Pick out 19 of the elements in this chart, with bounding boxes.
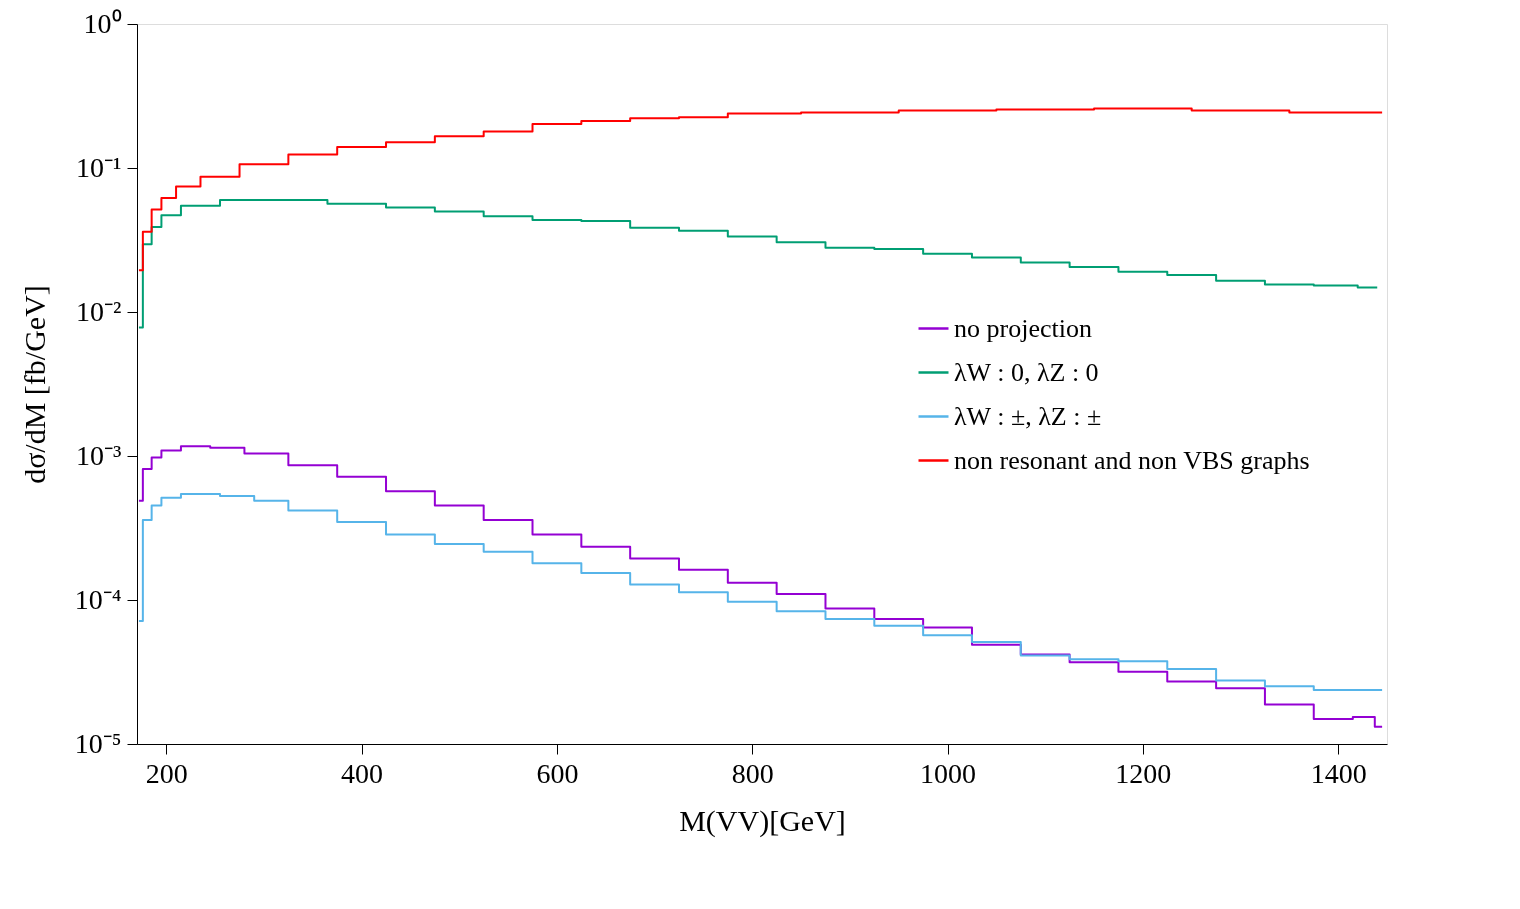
x-tick-label: 1400	[1310, 757, 1367, 789]
x-tick-label: 800	[731, 757, 774, 789]
y-tick-label: 10⁻²	[76, 295, 122, 327]
x-axis-title: M(VV)[GeV]	[679, 803, 846, 838]
y-tick-label: 10⁻⁵	[74, 727, 122, 759]
x-tick-label: 400	[341, 757, 384, 789]
x-tick-label: 1200	[1115, 757, 1172, 789]
x-tick-label: 1000	[920, 757, 977, 789]
y-tick-label: 10⁻⁴	[74, 583, 122, 615]
legend-label: non resonant and non VBS graphs	[954, 445, 1310, 475]
y-axis-title: dσ/dM [fb/GeV]	[17, 285, 51, 484]
legend-label: no projection	[954, 313, 1092, 343]
legend-label: λW : 0, λZ : 0	[954, 357, 1099, 387]
y-tick-label: 10⁻¹	[76, 151, 122, 183]
y-tick-label: 10⁻³	[76, 439, 122, 471]
legend-label: λW : ±, λZ : ±	[954, 401, 1102, 431]
y-tick-label: 10⁰	[83, 7, 122, 39]
x-tick-label: 600	[536, 757, 579, 789]
x-tick-label: 200	[145, 757, 188, 789]
